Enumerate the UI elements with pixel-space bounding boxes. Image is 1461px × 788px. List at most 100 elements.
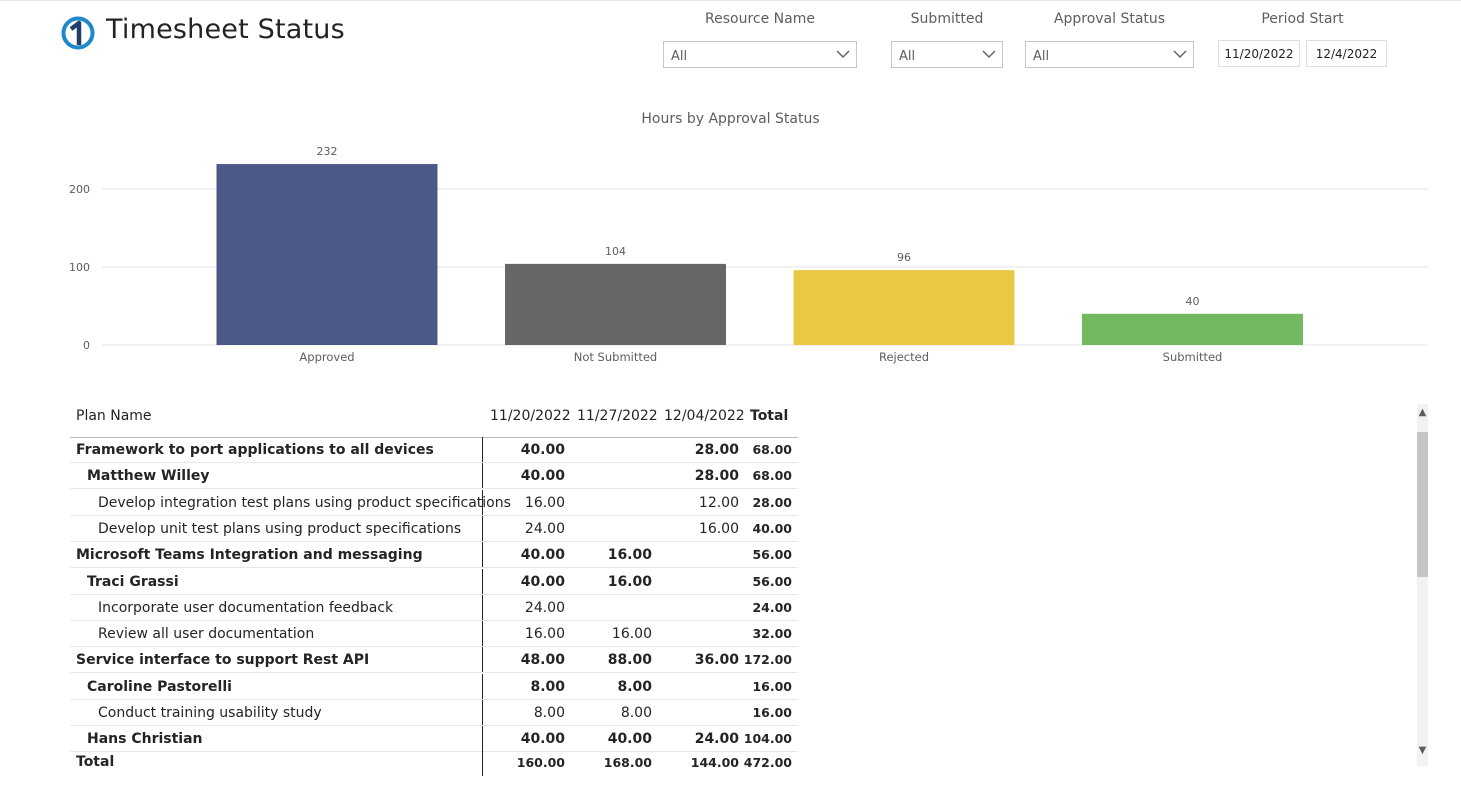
cell-total: 172.00 (743, 652, 792, 668)
cell-date-3: 16.00 (698, 520, 739, 537)
cell-total: 40.00 (752, 520, 792, 536)
row-name: Hans Christian (87, 731, 203, 748)
cell-total: 24.00 (752, 599, 792, 615)
table-header-row: Plan Name 11/20/2022 11/27/2022 12/04/20… (70, 401, 798, 438)
task-row[interactable]: Develop integration test plans using pro… (70, 489, 798, 516)
cell-date-1: 8.00 (530, 678, 565, 695)
column-divider (482, 515, 483, 541)
cell-date-2: 8.00 (617, 678, 652, 695)
task-row[interactable]: Review all user documentation 16.00 16.00 3… (70, 621, 798, 648)
header-date-2[interactable]: 11/27/2022 (577, 408, 658, 424)
header-date-1[interactable]: 11/20/2022 (490, 408, 571, 424)
plan-row[interactable]: Framework to port applications to all de… (70, 437, 798, 463)
cell-date-1: 40.00 (520, 731, 565, 748)
row-name: Incorporate user documentation feedback (98, 599, 394, 616)
resource-row[interactable]: Caroline Pastorelli 8.00 8.00 16.00 (70, 673, 798, 700)
x-tick-label: Submitted (1163, 350, 1223, 364)
resource-name-dropdown[interactable]: All (663, 41, 857, 68)
bar (1082, 313, 1303, 345)
column-divider (482, 463, 483, 489)
row-name: Develop integration test plans using pro… (98, 494, 511, 511)
hours-by-approval-status-chart: 0 100 200 232 Approved 104 Not Submitted 96 Reje… (69, 145, 1428, 364)
resource-row[interactable]: Hans Christian 40.00 40.00 24.00 104.00 (70, 726, 798, 753)
total-grand: 472.00 (743, 755, 792, 770)
cell-date-1: 16.00 (524, 626, 565, 643)
column-divider (482, 700, 483, 725)
plan-row[interactable]: Service interface to support Rest API 48.… (70, 647, 798, 674)
cell-date-2: 16.00 (611, 626, 652, 643)
total-date-1: 160.00 (516, 755, 565, 770)
data-label: 232 (317, 145, 338, 158)
resource-row[interactable]: Matthew Willey 40.00 28.00 68.00 (70, 463, 798, 490)
top-border (0, 0, 1461, 1)
scroll-down-icon[interactable]: ▼ (1418, 745, 1427, 756)
header-total[interactable]: Total (750, 408, 789, 424)
header-date-3[interactable]: 12/04/2022 (664, 408, 745, 424)
chevron-down-icon (836, 50, 850, 58)
cell-date-2: 88.00 (607, 652, 652, 669)
column-divider (482, 542, 483, 568)
x-tick-label: Approved (299, 350, 354, 364)
cell-total: 56.00 (752, 547, 792, 563)
cell-total: 32.00 (752, 626, 792, 642)
resource-row[interactable]: Traci Grassi 40.00 16.00 56.00 (70, 568, 798, 595)
header-plan-name[interactable]: Plan Name (76, 408, 152, 424)
plan-row[interactable]: Microsoft Teams Integration and messagin… (70, 542, 798, 569)
column-divider (482, 489, 483, 515)
cell-date-1: 24.00 (524, 599, 565, 616)
table-scrollbar-track[interactable] (1417, 404, 1428, 766)
row-name: Matthew Willey (87, 468, 210, 485)
approval-status-dropdown[interactable]: All (1025, 41, 1194, 68)
cell-date-2: 8.00 (620, 705, 652, 721)
cell-total: 104.00 (743, 731, 792, 747)
submitted-dropdown[interactable]: All (891, 41, 1003, 68)
total-date-3: 144.00 (690, 755, 739, 770)
cell-date-2: 16.00 (607, 573, 652, 590)
cell-date-2: 40.00 (607, 731, 652, 748)
column-divider (482, 568, 483, 594)
row-name: Framework to port applications to all de… (76, 442, 434, 458)
cell-date-1: 40.00 (520, 547, 565, 564)
data-label: 104 (605, 245, 626, 258)
cell-total: 68.00 (752, 468, 792, 484)
cell-date-1: 40.00 (520, 573, 565, 590)
y-tick-label: 200 (69, 183, 90, 196)
task-row[interactable]: Develop unit test plans using product sp… (70, 515, 798, 542)
cell-total: 28.00 (752, 494, 792, 510)
cell-date-3: 12.00 (698, 494, 739, 511)
column-divider (482, 437, 483, 462)
row-name: Traci Grassi (87, 573, 179, 590)
row-name: Review all user documentation (98, 626, 315, 643)
app-logo-icon (61, 16, 95, 50)
chart-title: Hours by Approval Status (641, 111, 820, 127)
cell-date-3: 36.00 (694, 652, 739, 669)
data-label: 40 (1186, 295, 1200, 308)
table-scrollbar-thumb[interactable] (1417, 432, 1428, 577)
data-label: 96 (897, 251, 911, 264)
cell-date-1: 16.00 (524, 494, 565, 511)
cell-total: 16.00 (752, 678, 792, 694)
approval-status-label: Approval Status (1053, 11, 1166, 27)
period-start-from-input[interactable]: 11/20/2022 (1218, 40, 1300, 67)
row-name: Caroline Pastorelli (87, 678, 232, 695)
period-start-to-input[interactable]: 12/4/2022 (1306, 40, 1387, 67)
total-label: Total (76, 754, 115, 770)
column-divider (482, 673, 483, 699)
task-row[interactable]: Conduct training usability study 8.00 8.00… (70, 700, 798, 726)
row-name: Develop unit test plans using product sp… (98, 520, 462, 537)
cell-date-3: 24.00 (694, 731, 739, 748)
submitted-label: Submitted (910, 11, 984, 27)
submitted-value: All (899, 49, 916, 64)
scroll-up-icon[interactable]: ▲ (1418, 407, 1427, 418)
column-divider (482, 726, 483, 752)
cell-total: 68.00 (752, 442, 792, 457)
task-row[interactable]: Incorporate user documentation feedback 2… (70, 594, 798, 621)
x-tick-label: Rejected (879, 350, 929, 364)
column-divider (482, 647, 483, 673)
cell-date-2: 16.00 (607, 547, 652, 564)
cell-date-1: 40.00 (520, 442, 565, 458)
x-tick-label: Not Submitted (574, 350, 657, 364)
chevron-down-icon (1173, 50, 1187, 58)
column-divider (482, 750, 483, 776)
period-start-label: Period Start (1261, 11, 1344, 27)
